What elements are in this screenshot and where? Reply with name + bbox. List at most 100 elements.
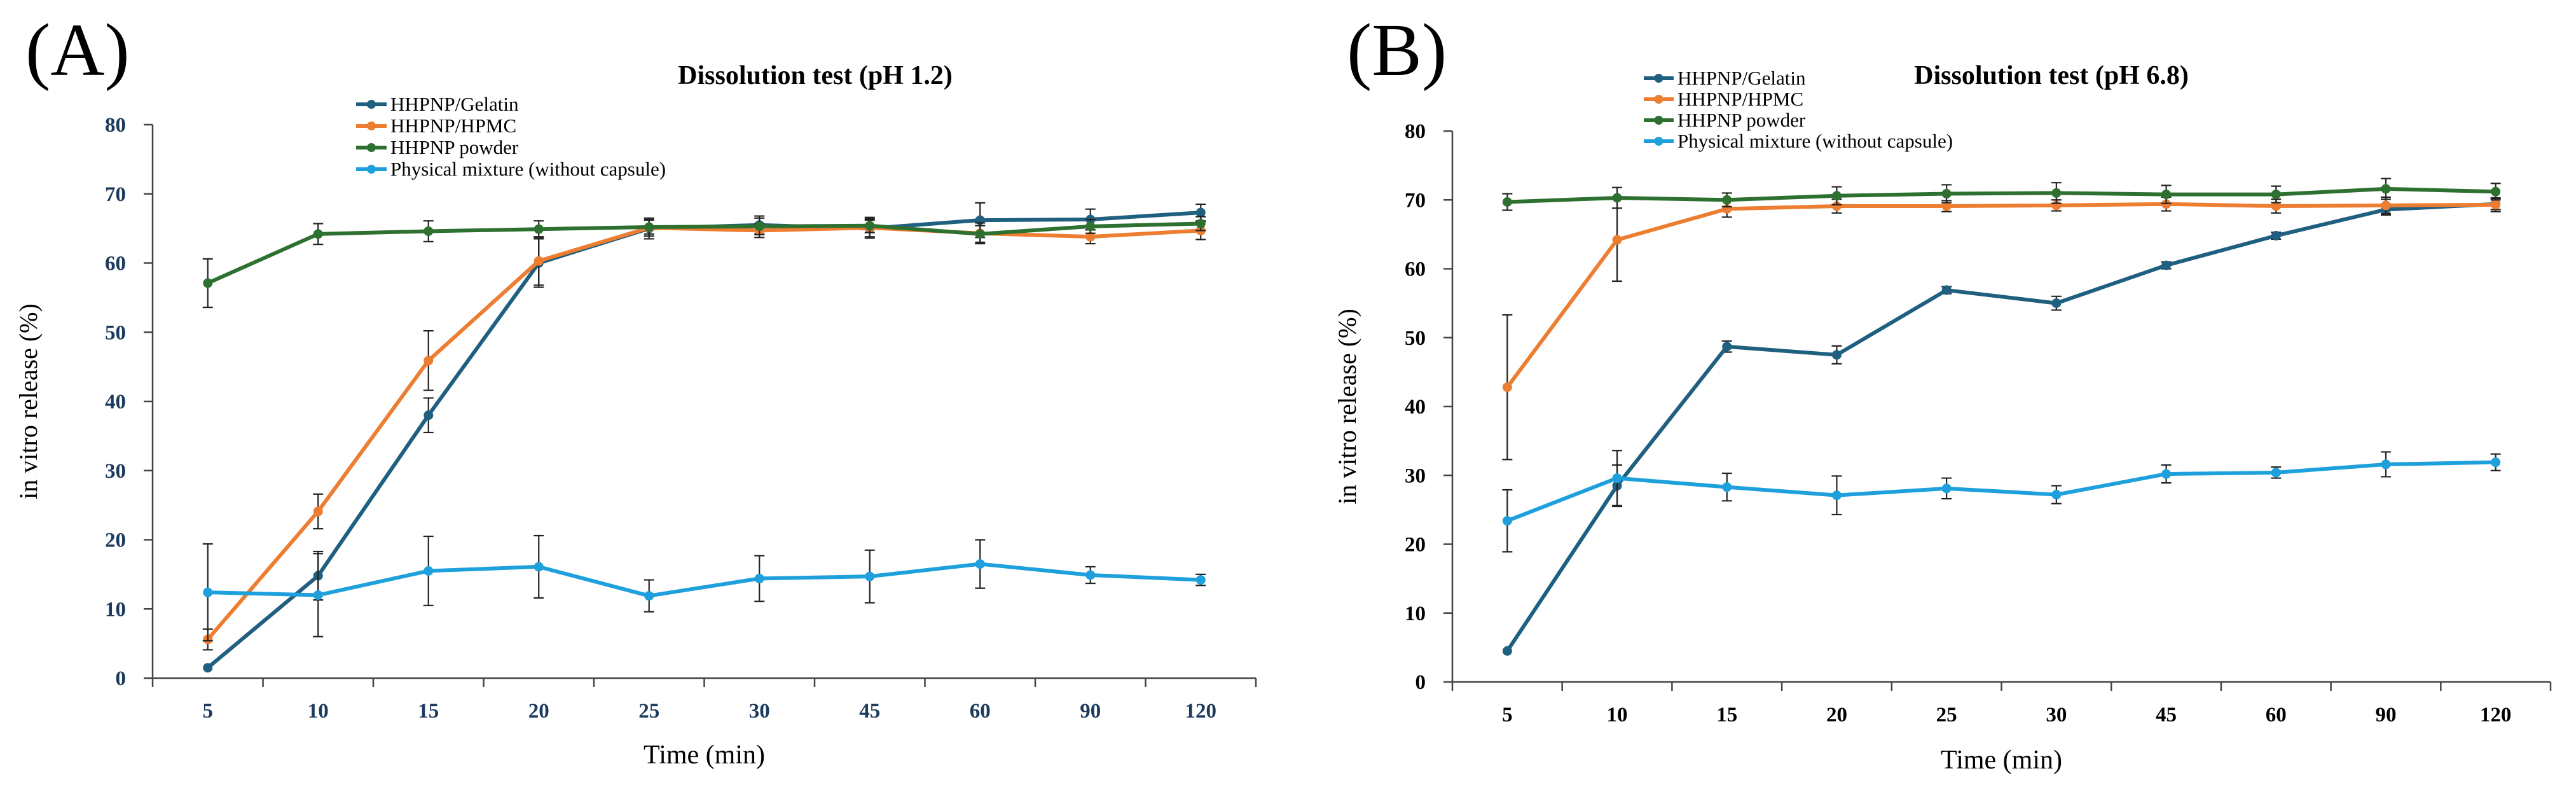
data-point	[1831, 490, 1842, 501]
chart-panel-a: (A) Dissolution test (pH 1.2) 0 10 20 30 40 50 6…	[14, 8, 1257, 770]
legend-item: HHPNP/HPMC	[1644, 88, 1803, 110]
x-tick-label: 20	[1826, 704, 1847, 726]
data-point	[1612, 193, 1622, 203]
data-point	[1085, 232, 1096, 242]
data-point	[2491, 457, 2501, 468]
data-point	[534, 256, 544, 266]
y-tick-label: 30	[1405, 464, 1426, 487]
data-point	[644, 591, 654, 601]
chart-panel-b: (B) Dissolution test (pH 6.8) 0 10 20 30 40 50 6…	[1333, 8, 2552, 775]
legend-label: HHPNP/Gelatin	[1677, 67, 1806, 89]
legend-item: Physical mixture (without capsule)	[356, 158, 666, 180]
legend-item: HHPNP powder	[1644, 109, 1806, 131]
data-point	[1941, 483, 1952, 494]
y-tick-label: 10	[105, 598, 126, 621]
y-tick-label: 50	[1405, 327, 1426, 350]
data-point	[2161, 260, 2172, 270]
legend-label: HHPNP/HPMC	[1677, 88, 1803, 110]
legend-swatch-marker	[367, 100, 376, 109]
data-point	[1722, 482, 1732, 492]
series-hhpnp-gelatin	[1502, 197, 2501, 656]
series-hhpnp-powder	[202, 216, 1206, 309]
data-point	[2051, 298, 2062, 309]
data-point	[313, 590, 323, 600]
y-tick-label: 30	[105, 460, 126, 483]
legend-swatch-marker	[367, 165, 376, 174]
x-tick-label: 25	[638, 700, 659, 723]
x-tick-label: 60	[2266, 704, 2287, 726]
y-tick-label: 0	[1415, 671, 1426, 694]
data-point	[424, 226, 434, 236]
y-tick-label: 80	[105, 114, 126, 137]
data-point	[2271, 201, 2281, 211]
y-tick-label: 20	[1405, 534, 1426, 557]
y-tick-label: 60	[105, 253, 126, 275]
series-hhpnp-gelatin	[203, 202, 1206, 673]
data-point	[865, 221, 875, 231]
y-tick-label: 70	[105, 183, 126, 206]
x-tick-label: 45	[2156, 704, 2177, 726]
data-point	[1612, 473, 1622, 483]
legend-label: HHPNP powder	[1677, 109, 1806, 131]
series-hhpnp-hpmc	[202, 216, 1206, 651]
data-point	[203, 278, 213, 288]
data-point	[313, 506, 323, 517]
data-point	[1502, 197, 1512, 207]
series-hhpnp-hpmc	[1502, 196, 2501, 461]
data-point	[1195, 219, 1206, 229]
y-tick-label: 70	[1405, 189, 1426, 212]
data-point	[2051, 490, 2062, 500]
data-point	[203, 663, 213, 673]
x-tick-label: 60	[970, 700, 991, 723]
data-point	[1612, 235, 1622, 245]
data-point	[1941, 285, 1952, 295]
legend-item: HHPNP powder	[356, 136, 519, 158]
series-line	[1506, 460, 2496, 523]
data-point	[2051, 188, 2062, 198]
series-line	[207, 221, 1201, 285]
x-tick-label: 120	[2480, 704, 2512, 726]
data-point	[1831, 201, 1842, 211]
y-tick-label: 60	[1405, 258, 1426, 281]
data-point	[1941, 189, 1952, 199]
legend-swatch-marker	[367, 143, 376, 152]
data-point	[2491, 200, 2501, 210]
chart-title: Dissolution test (pH 6.8)	[1914, 61, 2189, 90]
data-point	[1502, 646, 1512, 656]
data-point	[644, 222, 654, 232]
x-tick-label: 45	[859, 700, 880, 723]
data-point	[2381, 459, 2391, 469]
x-axis-label: Time (min)	[644, 740, 765, 770]
legend-label: HHPNP powder	[390, 136, 519, 158]
series-line	[206, 211, 1201, 669]
data-point	[2271, 190, 2281, 200]
x-tick-label: 10	[1607, 704, 1628, 726]
data-point	[1085, 570, 1096, 580]
series-hhpnp-powder	[1502, 177, 2501, 211]
panel-label: (A)	[25, 8, 130, 92]
x-tick-label: 15	[1716, 704, 1737, 726]
x-tick-label: 90	[1080, 700, 1101, 723]
data-point	[424, 410, 434, 420]
y-axis-label: in vitro release (%)	[1333, 309, 1361, 504]
data-point	[2271, 231, 2281, 241]
data-point	[2161, 190, 2172, 200]
legend-item: HHPNP/Gelatin	[356, 93, 519, 115]
x-tick-label: 5	[203, 700, 214, 723]
x-tick-label: 20	[528, 700, 549, 723]
legend-swatch-marker	[367, 122, 376, 130]
data-point	[1195, 575, 1206, 585]
data-point	[754, 221, 764, 232]
data-point	[2161, 469, 2172, 479]
data-point	[975, 229, 985, 239]
data-point	[1195, 207, 1206, 218]
series-line	[1505, 202, 2496, 652]
data-point	[1722, 342, 1732, 352]
data-point	[2491, 186, 2501, 197]
data-point	[1502, 516, 1512, 526]
data-point	[424, 566, 434, 576]
data-point	[534, 224, 544, 234]
series-line	[206, 226, 1201, 641]
series-line	[1505, 202, 2496, 389]
